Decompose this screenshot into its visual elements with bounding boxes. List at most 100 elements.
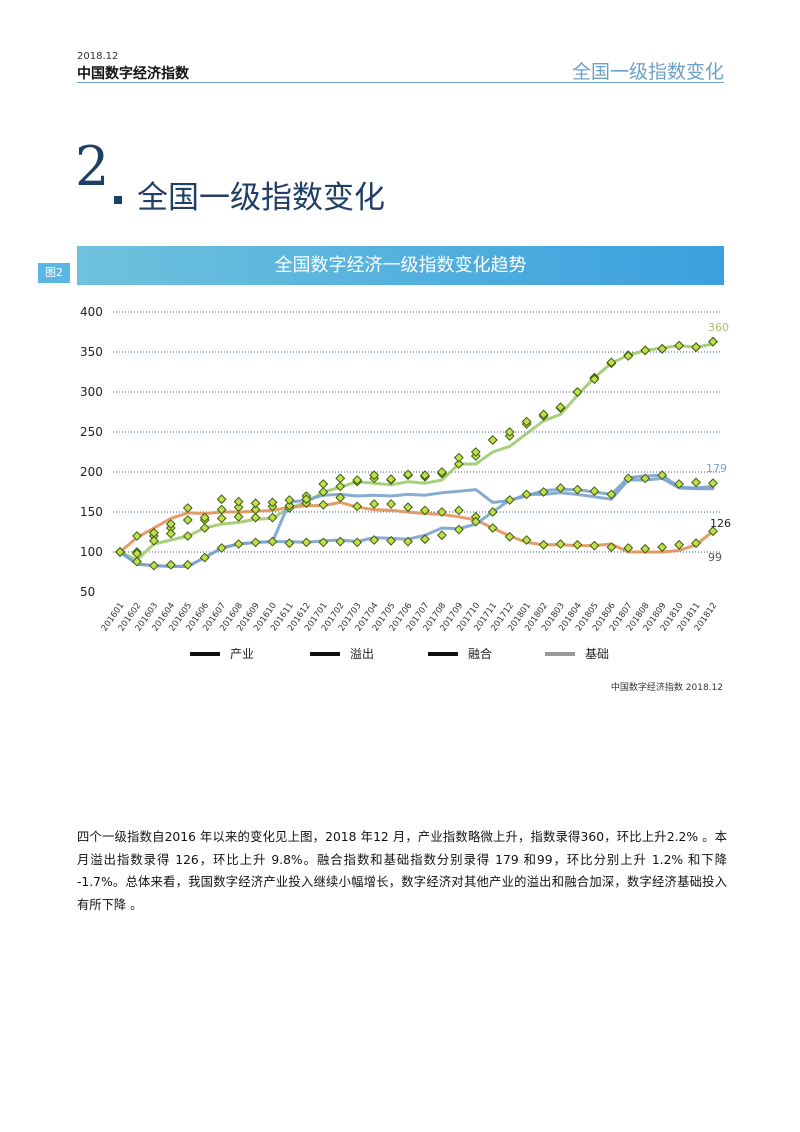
data-point-marker bbox=[165, 519, 176, 529]
data-point-marker bbox=[504, 495, 515, 505]
data-point-marker bbox=[504, 427, 515, 437]
data-point-marker bbox=[691, 538, 701, 549]
figure-title-banner: 全国数字经济一级指数变化趋势 bbox=[77, 246, 724, 285]
data-point-marker bbox=[233, 502, 244, 513]
data-point-marker bbox=[572, 539, 583, 550]
data-point-marker bbox=[606, 489, 617, 500]
data-point-marker bbox=[521, 489, 532, 500]
data-point-marker bbox=[572, 387, 583, 397]
data-point-marker bbox=[538, 539, 549, 550]
data-point-marker bbox=[301, 537, 312, 548]
data-point-marker bbox=[318, 537, 329, 548]
data-point-marker bbox=[199, 552, 210, 563]
data-point-marker bbox=[640, 473, 651, 484]
data-point-marker bbox=[267, 497, 278, 508]
data-point-marker bbox=[216, 504, 227, 515]
x-axis-ticks: 2016012016022016032016042016052016062016… bbox=[100, 601, 720, 633]
data-point-marker bbox=[148, 535, 159, 546]
legend-item-industry: 产业 bbox=[190, 645, 254, 662]
data-point-marker bbox=[284, 538, 295, 549]
data-point-marker bbox=[470, 516, 481, 527]
legend-label: 基础 bbox=[585, 647, 610, 661]
data-point-marker bbox=[250, 512, 261, 523]
series-line-融合 bbox=[118, 476, 715, 568]
figure-source: 中国数字经济指数 2018.12 bbox=[610, 683, 723, 693]
data-point-marker bbox=[182, 559, 193, 570]
data-point-marker bbox=[132, 531, 142, 541]
series-end-label: 360 bbox=[708, 321, 729, 334]
running-section-title: 全国一级指数变化 bbox=[571, 61, 724, 83]
data-point-marker bbox=[453, 459, 464, 469]
legend-label: 融合 bbox=[468, 647, 493, 661]
data-point-marker bbox=[216, 543, 227, 553]
data-point-marker bbox=[386, 535, 396, 546]
data-point-marker bbox=[335, 492, 346, 503]
data-point-marker bbox=[589, 374, 600, 385]
data-point-marker bbox=[182, 515, 193, 525]
data-point-marker bbox=[199, 512, 210, 523]
data-point-marker bbox=[538, 409, 549, 420]
data-point-marker bbox=[555, 483, 566, 493]
data-point-marker bbox=[589, 486, 600, 497]
data-point-marker bbox=[708, 336, 718, 347]
data-point-marker bbox=[606, 357, 617, 368]
y-tick-label: 400 bbox=[80, 305, 103, 319]
data-point-marker bbox=[250, 498, 261, 509]
data-point-marker bbox=[318, 479, 329, 489]
data-point-marker bbox=[352, 501, 363, 512]
data-point-marker bbox=[674, 340, 685, 351]
y-tick-label: 50 bbox=[80, 585, 95, 599]
data-point-marker bbox=[284, 495, 295, 505]
data-point-marker bbox=[437, 467, 447, 477]
data-point-marker bbox=[674, 479, 685, 489]
legend-label: 产业 bbox=[230, 647, 255, 661]
series-lines bbox=[118, 342, 715, 568]
data-point-marker bbox=[335, 536, 346, 547]
data-point-marker bbox=[538, 487, 549, 497]
data-point-marker bbox=[233, 539, 244, 549]
data-point-marker bbox=[199, 523, 210, 533]
legend-swatch bbox=[310, 651, 340, 656]
data-point-marker bbox=[165, 559, 176, 570]
section-number-dot bbox=[114, 196, 122, 204]
report-date: 2018.12 bbox=[77, 51, 119, 62]
data-point-marker bbox=[165, 528, 176, 539]
data-point-marker bbox=[250, 504, 261, 515]
data-point-marker bbox=[453, 524, 464, 535]
data-point-marker bbox=[182, 531, 193, 541]
end-labels: 360 179 126 99 bbox=[706, 321, 731, 564]
data-point-marker bbox=[640, 345, 651, 356]
header-divider bbox=[77, 82, 724, 83]
data-point-marker bbox=[267, 536, 278, 547]
data-point-marker bbox=[284, 500, 295, 511]
y-tick-label: 350 bbox=[80, 345, 103, 359]
data-point-marker bbox=[267, 512, 278, 523]
data-point-marker bbox=[640, 543, 651, 554]
data-point-marker bbox=[657, 343, 668, 354]
data-point-marker bbox=[453, 505, 464, 516]
y-axis-ticks: 50 100 150 200 250 300 350 400 bbox=[80, 305, 103, 599]
data-point-marker bbox=[148, 560, 159, 571]
data-point-marker bbox=[606, 542, 617, 553]
legend-item-spillover: 溢出 bbox=[310, 645, 374, 662]
data-point-marker bbox=[691, 342, 701, 353]
data-point-marker bbox=[657, 542, 668, 553]
data-point-marker bbox=[691, 477, 701, 488]
data-point-marker bbox=[352, 537, 363, 548]
data-point-marker bbox=[420, 534, 430, 545]
data-point-marker bbox=[589, 540, 600, 551]
data-point-marker bbox=[369, 499, 380, 509]
data-point-marker bbox=[623, 351, 634, 361]
legend-label: 溢出 bbox=[350, 647, 375, 661]
y-tick-label: 250 bbox=[80, 425, 103, 439]
legend-swatch bbox=[545, 651, 575, 656]
data-point-marker bbox=[623, 473, 634, 484]
data-point-marker bbox=[708, 478, 718, 489]
y-tick-label: 100 bbox=[80, 545, 103, 559]
section-title: 全国一级指数变化 bbox=[137, 180, 385, 216]
legend-item-foundation: 基础 bbox=[545, 645, 609, 662]
y-tick-label: 300 bbox=[80, 385, 103, 399]
data-point-marker bbox=[521, 416, 532, 427]
data-point-marker bbox=[437, 507, 447, 517]
data-point-marker bbox=[233, 511, 244, 522]
